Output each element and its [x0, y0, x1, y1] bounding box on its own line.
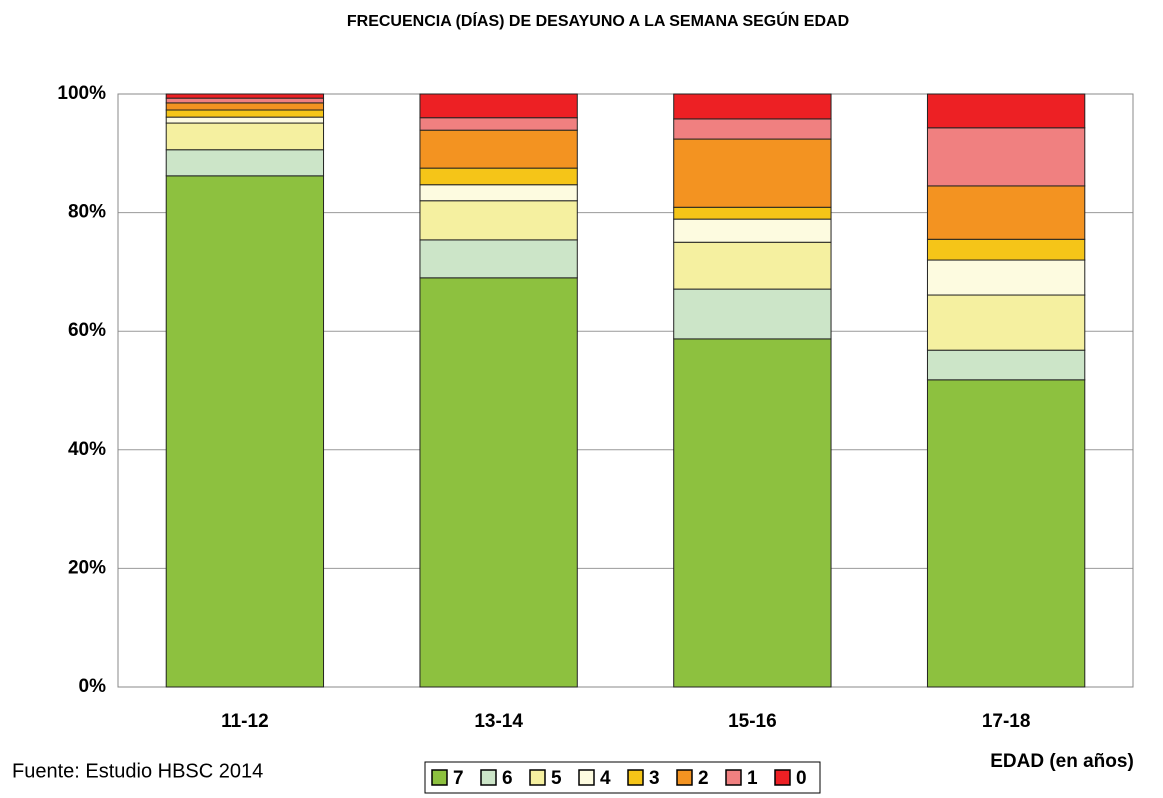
- bar-segment: [419, 184, 578, 202]
- legend-label: 1: [747, 768, 758, 789]
- bar-segment: [419, 117, 578, 131]
- x-tick-label: 15-16: [728, 711, 777, 732]
- legend-label: 6: [502, 768, 513, 789]
- legend-label: 2: [698, 768, 709, 789]
- bar-segment: [673, 241, 832, 290]
- bar-segment: [419, 277, 578, 688]
- bar-segment: [419, 93, 578, 119]
- bar-segment: [673, 338, 832, 688]
- y-tick-label: 20%: [68, 557, 106, 578]
- legend-swatch: [480, 769, 497, 786]
- legend-label: 3: [649, 768, 660, 789]
- y-tick-label: 60%: [68, 320, 106, 341]
- bar-segment: [419, 239, 578, 279]
- bar-segment: [926, 185, 1086, 240]
- bar-segment: [926, 93, 1086, 129]
- bar-segment: [926, 349, 1086, 381]
- bar-segment: [165, 175, 325, 688]
- x-axis-label: EDAD (en años): [990, 751, 1134, 772]
- legend-swatch: [431, 769, 448, 786]
- x-tick-label: 13-14: [474, 711, 523, 732]
- bar-segment: [165, 149, 325, 177]
- legend-label: 5: [551, 768, 562, 789]
- bar-segment: [673, 93, 832, 120]
- legend-label: 4: [600, 768, 611, 789]
- legend-label: 7: [453, 768, 464, 789]
- bar-segment: [926, 294, 1086, 351]
- legend-swatch: [725, 769, 742, 786]
- bar-segment: [165, 122, 325, 151]
- bar-segment: [419, 129, 578, 169]
- y-tick-label: 100%: [57, 83, 106, 104]
- y-tick-label: 80%: [68, 202, 106, 223]
- bar-segment: [165, 116, 325, 124]
- legend-swatch: [676, 769, 693, 786]
- chart-title: FRECUENCIA (DÍAS) DE DESAYUNO A LA SEMAN…: [347, 11, 849, 30]
- bar-segment: [673, 288, 832, 340]
- bar-segment: [165, 102, 325, 111]
- bar-segment: [673, 118, 832, 140]
- bar-segment: [673, 138, 832, 208]
- x-tick-label: 17-18: [982, 711, 1031, 732]
- source: Fuente: Estudio HBSC 2014: [12, 760, 263, 782]
- bar-segment: [926, 259, 1086, 296]
- y-tick-label: 40%: [68, 439, 106, 460]
- bar-segment: [165, 109, 325, 118]
- legend-swatch: [529, 769, 546, 786]
- bar-segment: [419, 200, 578, 241]
- bar-segment: [165, 97, 325, 104]
- bar-segment: [926, 379, 1086, 688]
- legend-swatch: [627, 769, 644, 786]
- legend-label: 0: [796, 768, 807, 789]
- legend-swatch: [774, 769, 791, 786]
- bar-segment: [673, 218, 832, 243]
- bar-segment: [165, 93, 325, 99]
- bar-segment: [926, 127, 1086, 187]
- bar-segment: [926, 238, 1086, 261]
- legend-swatch: [578, 769, 595, 786]
- bar-segment: [673, 206, 832, 220]
- y-tick-label: 0%: [79, 676, 107, 697]
- bar-segment: [419, 167, 578, 186]
- x-tick-label: 11-12: [221, 711, 269, 732]
- plot-border: [117, 93, 1134, 688]
